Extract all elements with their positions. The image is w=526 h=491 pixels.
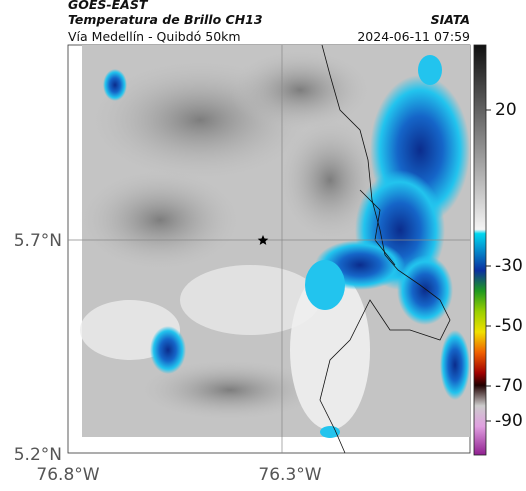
colorbar-tick-label: -90 xyxy=(495,411,523,431)
lon-label: 76.3°W xyxy=(258,465,321,485)
source: GOES-EAST xyxy=(68,0,149,12)
agency: SIATA xyxy=(431,12,470,27)
colorbar-tick-label: 20 xyxy=(495,100,517,120)
colorbar xyxy=(473,44,487,456)
colorbar-tick-label: -30 xyxy=(495,256,523,276)
lat-label: 5.2°N xyxy=(14,445,62,465)
lat-label: 5.7°N xyxy=(14,231,62,251)
title: Temperatura de Brillo CH13 xyxy=(68,12,263,27)
colorbar-tick-label: -50 xyxy=(495,316,523,336)
subtitle: Vía Medellín - Quibdó 50km xyxy=(68,29,241,44)
colorbar-tick-label: -70 xyxy=(495,376,523,396)
colorbar-ticks: 20 -30 -50 -70 -90 xyxy=(486,100,523,431)
map xyxy=(67,44,471,454)
lon-label: 76.8°W xyxy=(36,465,99,485)
timestamp: 2024-06-11 07:59 xyxy=(357,29,470,44)
